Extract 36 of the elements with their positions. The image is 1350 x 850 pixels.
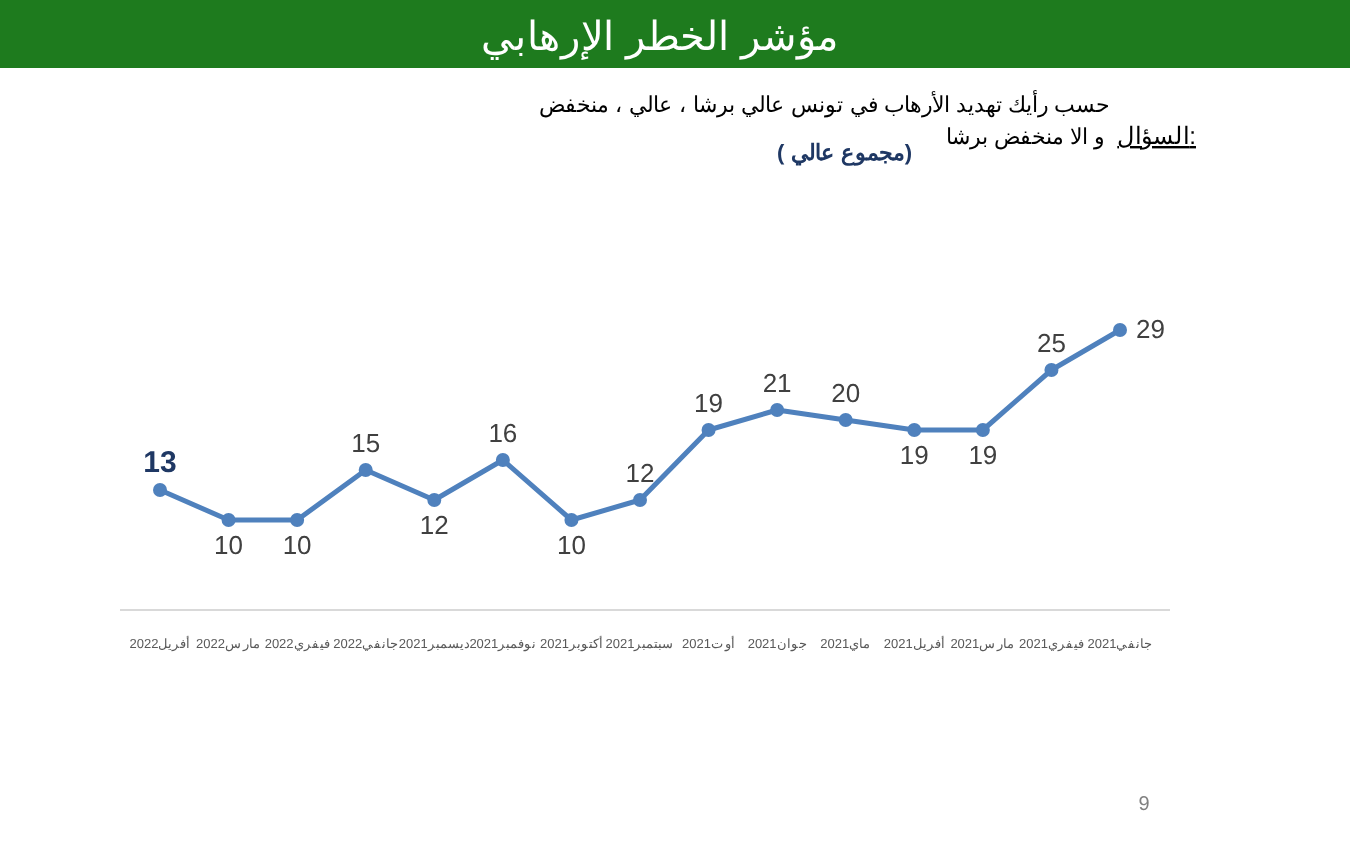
point: [495, 453, 510, 467]
data-label: 13: [143, 446, 177, 480]
point: [290, 513, 305, 527]
point: [427, 493, 442, 507]
point: [1113, 323, 1127, 337]
data-label: 12: [419, 510, 449, 540]
data-label: 19: [694, 388, 724, 418]
point: [221, 513, 236, 527]
text: و الا منخفض برشا: [945, 126, 1104, 150]
point: [975, 423, 990, 437]
point: [838, 413, 853, 427]
text: (مجموع عالي ): [777, 142, 913, 168]
point: [633, 493, 647, 507]
point: [1044, 363, 1059, 377]
data-label: 20: [831, 378, 861, 408]
data-label: 29: [1136, 314, 1165, 344]
point: [358, 463, 373, 477]
point: [770, 403, 785, 417]
data-label: 10: [556, 530, 586, 560]
point: [907, 423, 922, 437]
data-label: 19: [899, 440, 929, 470]
point: [564, 513, 579, 527]
chart-title: مؤشر الخطر الإرهابي: [480, 16, 840, 62]
point: [153, 483, 167, 497]
data-label: 12: [625, 458, 655, 488]
text: حسب رأيك تهديد الأرهاب في تونس عالي برشا ، عالي ، منخفض: [538, 90, 1110, 118]
data-label: 19: [968, 440, 998, 470]
data-label: 25: [1036, 328, 1066, 358]
data-label: 10: [282, 530, 312, 560]
point: [701, 423, 716, 437]
data-label: 16: [488, 418, 518, 448]
text: 9: [1138, 794, 1151, 816]
data-label: 21: [762, 368, 792, 398]
data-label: 15: [351, 428, 381, 458]
text: السؤال:: [1117, 122, 1196, 150]
data-label: 10: [214, 530, 244, 560]
